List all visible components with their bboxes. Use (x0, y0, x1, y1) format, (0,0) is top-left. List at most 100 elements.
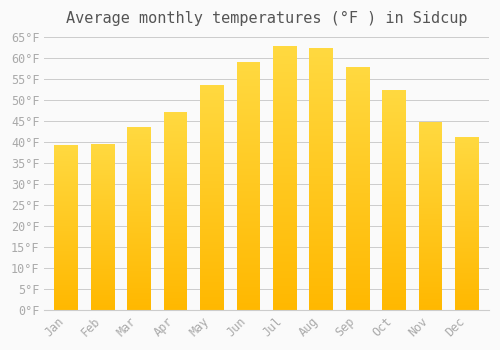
Bar (200, 308, 224, 309)
Bar (54, 262, 78, 263)
Bar (236, 229, 260, 230)
Bar (310, 233, 333, 234)
Bar (273, 52, 296, 54)
Bar (382, 173, 406, 174)
Bar (91, 278, 114, 279)
Bar (273, 106, 296, 107)
Bar (200, 291, 224, 292)
Bar (382, 157, 406, 158)
Bar (236, 257, 260, 258)
Bar (382, 173, 406, 174)
Bar (273, 223, 296, 224)
Bar (346, 284, 370, 285)
Bar (54, 276, 78, 277)
Bar (54, 151, 78, 152)
Bar (310, 61, 333, 62)
Bar (310, 239, 333, 240)
Bar (455, 184, 479, 185)
Bar (273, 277, 296, 278)
Bar (236, 173, 260, 174)
Bar (164, 210, 188, 211)
Bar (236, 154, 260, 155)
Bar (310, 53, 333, 54)
Bar (310, 74, 333, 75)
Bar (236, 203, 260, 204)
Bar (455, 227, 479, 228)
Bar (54, 209, 78, 210)
Bar (346, 106, 370, 107)
Bar (236, 262, 260, 263)
Bar (236, 110, 260, 111)
Bar (455, 215, 479, 216)
Bar (164, 266, 188, 267)
Bar (236, 249, 260, 250)
Bar (164, 229, 188, 230)
Bar (200, 244, 224, 245)
Bar (128, 160, 151, 161)
Bar (236, 244, 260, 245)
Bar (419, 227, 442, 228)
Bar (164, 195, 188, 196)
Bar (200, 219, 224, 220)
Bar (455, 287, 479, 288)
Bar (200, 187, 224, 188)
Bar (164, 226, 188, 227)
Bar (310, 262, 333, 264)
Bar (91, 247, 114, 248)
Bar (128, 131, 151, 132)
Bar (54, 287, 78, 288)
Bar (91, 148, 114, 149)
Bar (346, 247, 370, 248)
Bar (346, 154, 370, 155)
Bar (200, 287, 224, 288)
Bar (91, 248, 114, 249)
Bar (91, 255, 114, 256)
Bar (273, 46, 296, 47)
Bar (346, 235, 370, 236)
Bar (273, 188, 296, 189)
Bar (455, 170, 479, 171)
Bar (273, 104, 296, 105)
Bar (91, 178, 114, 179)
Bar (236, 292, 260, 293)
Bar (91, 296, 114, 297)
Bar (310, 266, 333, 267)
Bar (200, 245, 224, 246)
Bar (455, 232, 479, 233)
Bar (236, 65, 260, 66)
Bar (200, 157, 224, 158)
Bar (91, 284, 114, 285)
Bar (236, 167, 260, 168)
Bar (91, 265, 114, 266)
Bar (455, 307, 479, 308)
Bar (164, 193, 188, 194)
Bar (128, 203, 151, 204)
Bar (236, 263, 260, 264)
Bar (164, 217, 188, 218)
Bar (200, 189, 224, 190)
Bar (91, 223, 114, 224)
Bar (382, 307, 406, 308)
Bar (128, 238, 151, 239)
Bar (310, 65, 333, 66)
Bar (310, 214, 333, 215)
Bar (310, 71, 333, 72)
Bar (236, 303, 260, 304)
Bar (200, 198, 224, 199)
Bar (164, 162, 188, 163)
Bar (54, 148, 78, 149)
Bar (200, 222, 224, 223)
Bar (455, 223, 479, 224)
Bar (346, 307, 370, 308)
Bar (236, 72, 260, 73)
Bar (91, 154, 114, 155)
Bar (54, 257, 78, 258)
Bar (91, 231, 114, 232)
Bar (273, 140, 296, 141)
Bar (455, 189, 479, 190)
Bar (346, 244, 370, 245)
Bar (273, 110, 296, 111)
Bar (236, 83, 260, 84)
Bar (419, 193, 442, 194)
Bar (346, 187, 370, 188)
